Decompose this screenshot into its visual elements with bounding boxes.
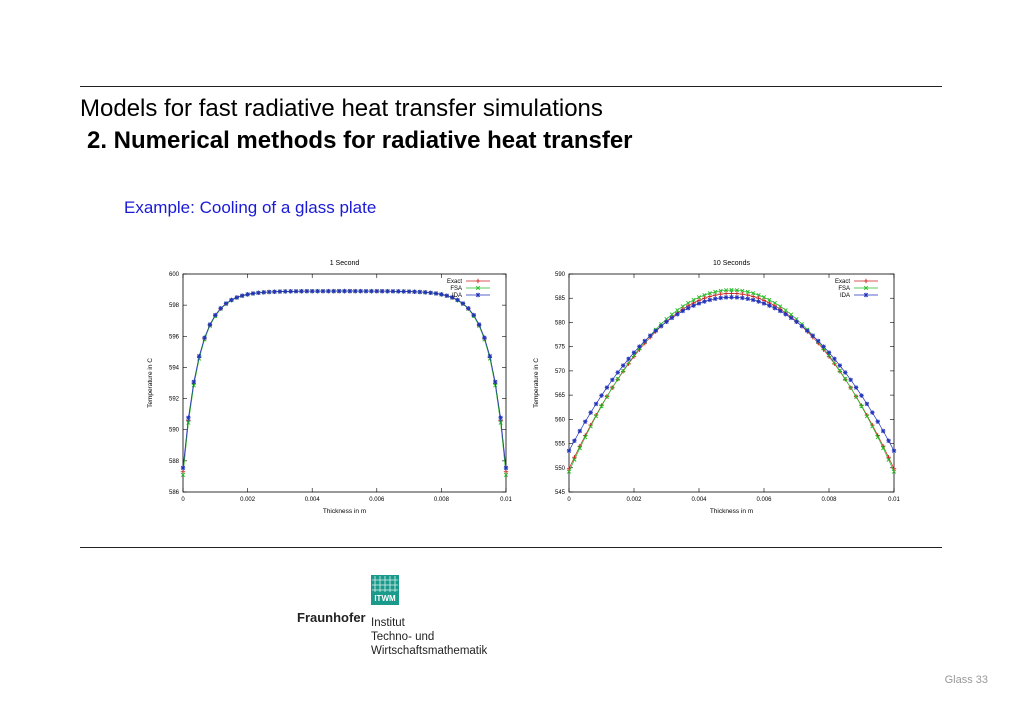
series-ida [180,288,509,471]
institute-line: Wirtschaftsmathematik [371,645,488,657]
y-tick-label: 580 [555,320,566,326]
series-fsa [180,289,509,477]
chart-svg: 10 Seconds 590 585 580 575 570 565 560 555 550 545… [533,260,900,515]
x-tick-label: 0.006 [369,497,385,503]
plot-frame [568,273,895,493]
y-tick-label: 590 [555,272,566,278]
fraunhofer-itwm-logo: ITWM Fraunhofer Institut Techno- und Wir… [297,572,507,662]
x-tick-label: 0.01 [500,497,512,503]
series-line [182,290,507,475]
y-tick-label: 588 [169,459,180,465]
y-tick-label: 596 [169,334,180,340]
y-axis-label: Temperature in C [533,358,540,408]
y-tick-label: 570 [555,369,566,375]
legend-marker [475,278,481,284]
series-markers [180,289,509,477]
y-tick-label: 560 [555,417,566,423]
x-tick-label: 0 [181,497,185,503]
legend-label: IDA [452,293,462,299]
y-tick-label: 600 [169,272,180,278]
legend-label: FSA [838,286,850,292]
itwm-label: ITWM [374,594,396,603]
x-tick-label: 0.004 [691,497,707,503]
x-axis-label: Thickness in m [323,508,366,515]
x-axis-label: Thickness in m [710,508,753,515]
legend-marker [863,292,869,298]
institute-name: Institut Techno- und Wirtschaftsmathemat… [371,616,487,658]
x-tick-label: 0.002 [626,497,642,503]
y-tick-label: 565 [555,393,566,399]
y-tick-label: 586 [169,490,180,496]
chart-title: 10 Seconds [713,260,750,267]
series-ida [566,295,897,454]
top-rule [80,86,942,87]
legend-marker [475,292,481,298]
institute-line: Institut [371,617,405,629]
series-line [182,290,507,468]
page-number: Glass 33 [944,674,988,686]
slide-title: Models for fast radiative heat transfer … [80,95,603,122]
y-tick-label: 585 [555,296,566,302]
y-tick-label: 594 [169,365,180,371]
chart-title: 1 Second [330,260,360,267]
y-tick-label: 592 [169,397,180,403]
legend-marker [863,285,869,291]
legend-label: IDA [840,293,850,299]
chart-1-second: 1 Second 600 598 596 594 592 590 588 586 0 0.002 0.… [140,256,520,518]
x-tick-label: 0.004 [305,497,321,503]
series-markers [180,288,509,474]
y-axis-label: Temperature in C [147,358,154,408]
y-tick-label: 545 [555,490,566,496]
legend-label: Exact [835,279,850,285]
itwm-logo-box: ITWM [371,575,399,605]
legend-marker [475,285,481,291]
plot-frame [182,273,507,493]
y-tick-label: 550 [555,466,566,472]
series-exact [180,288,509,474]
legend-marker [863,278,869,284]
x-tick-label: 0 [567,497,571,503]
y-tick-label: 598 [169,303,180,309]
x-tick-label: 0.01 [888,497,900,503]
itwm-grid-icon [372,576,398,592]
slide-subtitle: 2. Numerical methods for radiative heat … [87,127,633,154]
x-tick-label: 0.008 [821,497,837,503]
y-tick-label: 575 [555,345,566,351]
institute-line: Techno- und [371,631,435,643]
legend-label: FSA [450,286,462,292]
fraunhofer-name: Fraunhofer [297,610,366,625]
legend-label: Exact [447,279,462,285]
y-tick-label: 590 [169,428,180,434]
y-tick-label: 555 [555,442,566,448]
series-markers [180,288,509,471]
series-fsa [566,287,897,474]
series-markers [566,295,897,454]
x-tick-label: 0.006 [756,497,772,503]
example-caption: Example: Cooling of a glass plate [124,198,377,217]
series-line [182,290,507,472]
x-tick-label: 0.002 [240,497,256,503]
chart-10-seconds: 10 Seconds 590 585 580 575 570 565 560 555 550 545… [526,256,916,518]
series-markers [566,287,897,474]
bottom-rule [80,547,942,548]
x-tick-label: 0.008 [434,497,450,503]
